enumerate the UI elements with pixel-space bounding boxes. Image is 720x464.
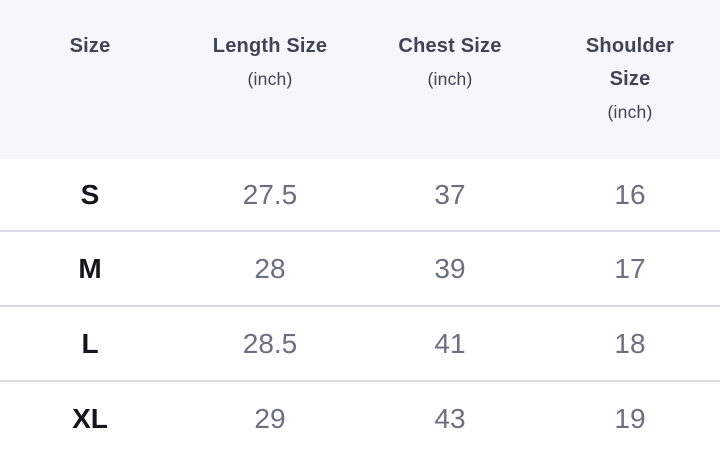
column-unit-length: (inch) — [247, 69, 293, 89]
header-cell-size: Size — [0, 0, 180, 159]
shoulder-value: 17 — [614, 252, 646, 284]
column-label-length: Length Size — [212, 35, 328, 57]
table-row-l: L 28.5 41 18 — [0, 305, 720, 380]
chest-value: 39 — [434, 252, 466, 284]
size-label: S — [80, 178, 100, 210]
chest-value: 41 — [434, 327, 466, 359]
table-row-xl: XL 29 43 19 — [0, 380, 720, 455]
column-label-shoulder: Shoulder Size — [585, 35, 675, 90]
header-cell-length: Length Size (inch) — [180, 0, 360, 159]
table-row-s: S 27.5 37 16 — [0, 159, 720, 230]
shoulder-value: 18 — [614, 327, 646, 359]
column-unit-chest: (inch) — [427, 69, 473, 89]
size-label: XL — [72, 402, 108, 434]
length-value: 29 — [254, 402, 286, 434]
shoulder-value: 16 — [614, 178, 646, 210]
column-label-size: Size — [69, 35, 111, 57]
length-value: 27.5 — [242, 178, 298, 210]
length-value: 28 — [254, 252, 286, 284]
header-cell-shoulder: Shoulder Size (inch) — [540, 0, 720, 159]
shoulder-value: 19 — [614, 402, 646, 434]
table-body: S 27.5 37 16 M 28 39 17 L 28.5 41 18 XL … — [0, 159, 720, 455]
column-label-chest: Chest Size — [398, 35, 502, 57]
length-value: 28.5 — [242, 327, 298, 359]
table-header-row: Size Length Size (inch) Chest Size (inch… — [0, 0, 720, 159]
header-cell-chest: Chest Size (inch) — [360, 0, 540, 159]
size-label: L — [81, 327, 99, 359]
size-label: M — [78, 252, 102, 284]
column-unit-shoulder: (inch) — [607, 102, 653, 122]
table-row-m: M 28 39 17 — [0, 230, 720, 305]
chest-value: 37 — [434, 178, 466, 210]
chest-value: 43 — [434, 402, 466, 434]
